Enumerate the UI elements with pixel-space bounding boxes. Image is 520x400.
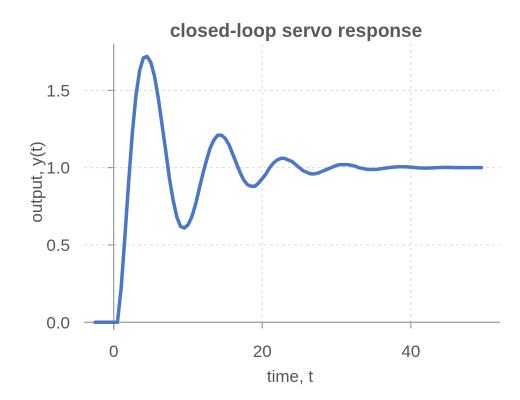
series-layer <box>93 54 484 325</box>
axes <box>84 44 500 330</box>
grid-lines <box>84 44 500 330</box>
series-0 <box>93 54 484 325</box>
y-tick-label-1: 0.5 <box>46 236 70 255</box>
chart-title: closed-loop servo response <box>170 21 422 42</box>
series-line-0 <box>93 54 484 325</box>
y-tick-label-0: 0.0 <box>46 313 70 332</box>
x-axis-label: time, t <box>267 367 314 386</box>
x-tick-label-2: 40 <box>401 342 420 361</box>
y-tick-label-2: 1.0 <box>46 159 70 178</box>
y-axis-label: output, y(t) <box>27 141 46 222</box>
x-tick-label-1: 20 <box>253 342 272 361</box>
x-tick-label-0: 0 <box>109 342 118 361</box>
tick-labels: 0 20 40 0.0 0.5 1.0 1.5 <box>46 81 420 361</box>
y-tick-label-3: 1.5 <box>46 81 70 100</box>
